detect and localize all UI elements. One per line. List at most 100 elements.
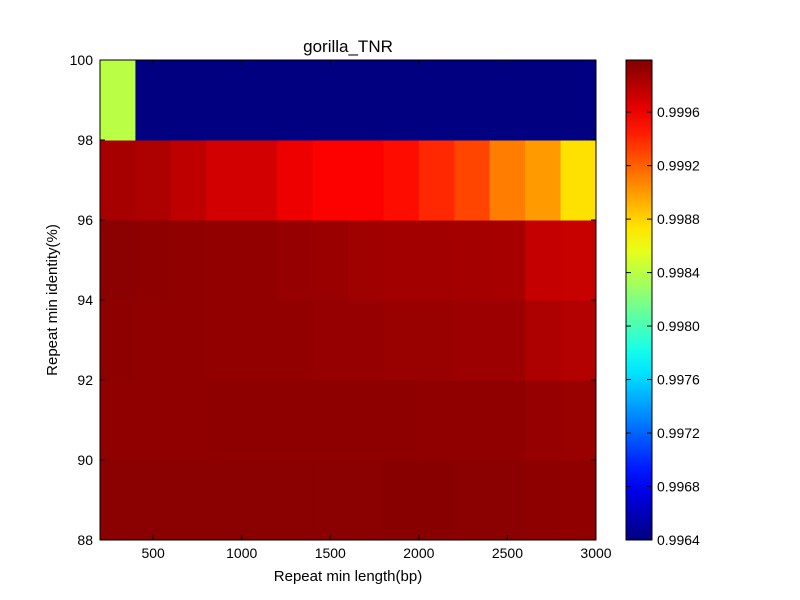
heatmap-cell [100, 140, 136, 221]
y-tick-label: 100 [70, 52, 94, 68]
heatmap-cell [206, 460, 243, 541]
heatmap-cell [312, 140, 349, 221]
heatmap-cell [312, 460, 349, 541]
colorbar-tick-label: 0.9964 [657, 532, 700, 548]
heatmap-cell [241, 300, 278, 381]
y-tick-label: 88 [77, 532, 93, 548]
colorbar: 0.9964 0.9968 0.9972 0.9976 0.9980 0.9984 0.99… [625, 59, 700, 548]
heatmap-cell [383, 140, 420, 221]
heatmap-cell [560, 460, 597, 541]
heatmap-cell [383, 460, 420, 541]
heatmap-cell [560, 380, 597, 461]
heatmap-cell [241, 460, 278, 541]
y-tick-label: 92 [77, 372, 93, 388]
heatmap-cell [312, 380, 349, 461]
heatmap-cell [135, 60, 172, 141]
x-tick-label: 2000 [403, 545, 434, 561]
heatmap-cell [135, 460, 172, 541]
heatmap-cell [560, 220, 597, 301]
heatmap-cell [383, 60, 420, 141]
heatmap-cell [100, 60, 136, 141]
heatmap-cell [489, 460, 526, 541]
colorbar-tick-label: 0.9996 [657, 104, 700, 120]
heatmap-cell [348, 300, 384, 381]
heatmap-cell [418, 460, 455, 541]
y-tick-label: 94 [77, 292, 93, 308]
heatmap-cell [170, 60, 207, 141]
heatmap-cell [100, 460, 136, 541]
heatmap-cell [525, 460, 562, 541]
heatmap-cell [206, 140, 243, 221]
heatmap-cell [348, 380, 384, 461]
heatmap-cell [418, 380, 455, 461]
heatmap-cell [170, 380, 207, 461]
heatmap-cell [100, 300, 136, 381]
heatmap-cell [525, 380, 562, 461]
heatmap-cell [100, 380, 136, 461]
x-tick-label: 3000 [580, 545, 611, 561]
heatmap-cell [206, 380, 243, 461]
heatmap-cell [454, 460, 491, 541]
heatmap-cell [206, 60, 243, 141]
heatmap-cell [489, 300, 526, 381]
heatmap-cell [277, 60, 314, 141]
heatmap-cell [525, 60, 562, 141]
heatmap-cell [348, 140, 384, 221]
y-tick-label: 98 [77, 132, 93, 148]
heatmap-cell [100, 220, 136, 301]
y-tick-label: 96 [77, 212, 93, 228]
x-tick-label: 1500 [315, 545, 346, 561]
heatmap-cell [418, 220, 455, 301]
heatmap-cell [489, 140, 526, 221]
heatmap-cell [525, 140, 562, 221]
heatmap-cell [454, 220, 491, 301]
heatmap-cell [560, 300, 597, 381]
heatmap-cell [489, 380, 526, 461]
heatmap-cell [312, 220, 349, 301]
heatmap-cell [525, 220, 562, 301]
heatmap-cell [383, 300, 420, 381]
x-tick-label: 1000 [226, 545, 257, 561]
heatmap-cell [418, 300, 455, 381]
heatmap-cell [241, 60, 278, 141]
heatmap-cell [312, 300, 349, 381]
heatmap-cell [241, 140, 278, 221]
heatmap-cell [383, 380, 420, 461]
colorbar-tick-label: 0.9968 [657, 479, 700, 495]
colorbar-tick-label: 0.9984 [657, 265, 700, 281]
heatmap-cell [348, 60, 384, 141]
heatmap-cell [135, 220, 172, 301]
x-tick-label: 2500 [492, 545, 523, 561]
heatmap-cell [454, 140, 491, 221]
x-axis-ticks: 500 1000 1500 2000 2500 3000 [141, 60, 612, 561]
heatmap-cell [135, 140, 172, 221]
heatmap-cells [100, 60, 597, 541]
heatmap-cell [383, 220, 420, 301]
colorbar-tick-label: 0.9992 [657, 158, 700, 174]
heatmap-cell [489, 220, 526, 301]
chart-title: gorilla_TNR [303, 37, 393, 56]
heatmap-cell [525, 300, 562, 381]
heatmap-cell [241, 220, 278, 301]
heatmap-cell [312, 60, 349, 141]
heatmap-cell [560, 140, 597, 221]
heatmap-cell [206, 220, 243, 301]
colorbar-tick-label: 0.9972 [657, 425, 700, 441]
heatmap-cell [489, 60, 526, 141]
heatmap-cell [348, 220, 384, 301]
heatmap-cell [241, 380, 278, 461]
heatmap-cell [418, 140, 455, 221]
heatmap-cell [348, 460, 384, 541]
heatmap-cell [170, 300, 207, 381]
heatmap-cell [454, 380, 491, 461]
x-axis-label: Repeat min length(bp) [274, 568, 422, 585]
heatmap-cell [277, 300, 314, 381]
colorbar-gradient [625, 59, 653, 541]
heatmap-cell [454, 300, 491, 381]
y-axis-label: Repeat min identity(%) [44, 224, 61, 376]
colorbar-tick-label: 0.9976 [657, 372, 700, 388]
heatmap-cell [454, 60, 491, 141]
heatmap-cell [170, 220, 207, 301]
heatmap-cell [170, 460, 207, 541]
